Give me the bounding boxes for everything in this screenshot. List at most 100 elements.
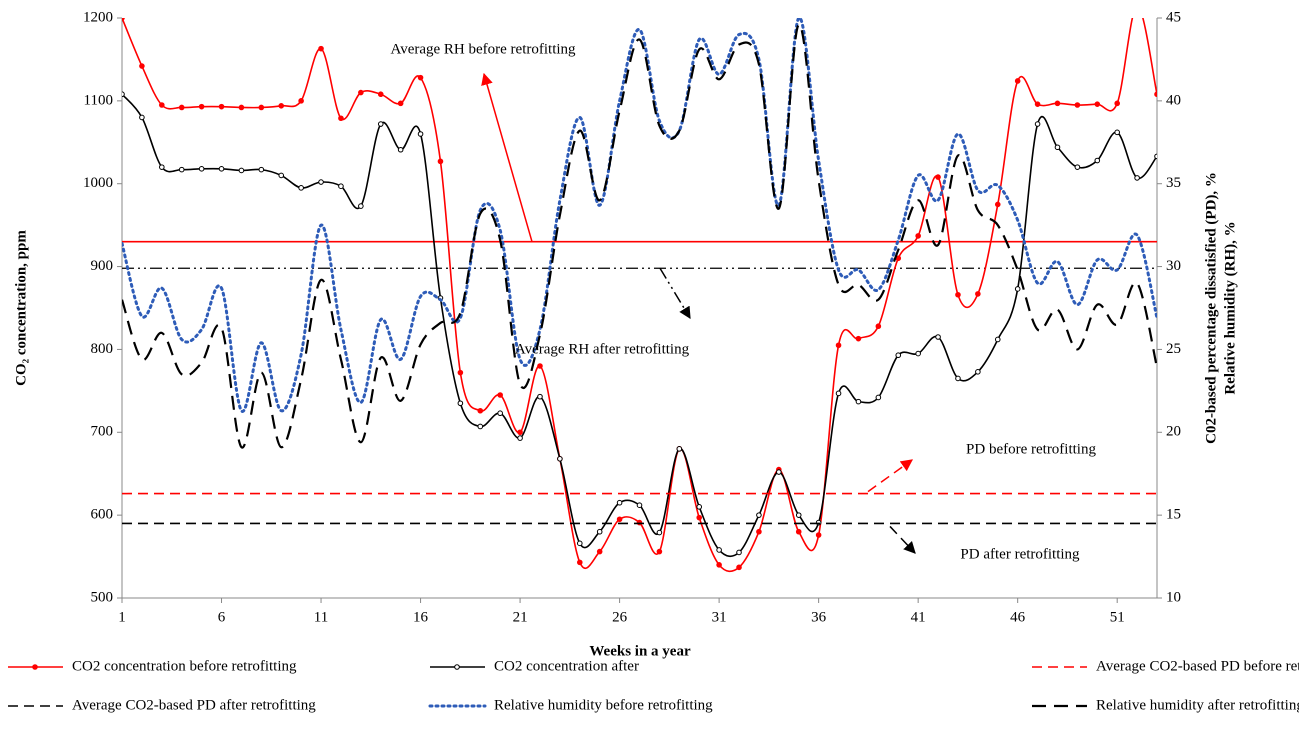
data-point: [875, 394, 882, 401]
y-tick-label: 1000: [83, 175, 113, 191]
data-point: [835, 342, 842, 349]
y-axis-title: CO₂ concentration, ppm: [13, 230, 29, 386]
data-point: [218, 103, 225, 110]
data-point: [298, 98, 304, 104]
y2-tick-label: 30: [1166, 258, 1181, 274]
x-tick-label: 31: [712, 609, 727, 625]
x-tick-label: 46: [1010, 609, 1026, 625]
y-tick-label: 900: [91, 258, 114, 274]
data-point: [178, 104, 185, 111]
data-point: [517, 429, 523, 436]
data-point: [1054, 100, 1061, 107]
data-point: [457, 400, 464, 407]
data-point: [935, 174, 941, 180]
y-tick-label: 600: [91, 507, 114, 523]
data-point: [855, 398, 862, 405]
data-point: [557, 456, 563, 462]
data-point: [122, 18, 125, 21]
data-point: [298, 185, 304, 191]
data-point: [736, 564, 742, 571]
data-point: [1094, 101, 1101, 107]
data-point: [397, 100, 404, 107]
data-point: [776, 469, 782, 475]
y2-tick-label: 25: [1166, 341, 1181, 357]
data-point: [696, 504, 703, 510]
data-point: [1154, 153, 1157, 160]
data-point: [338, 183, 344, 189]
x-tick-label: 21: [513, 609, 528, 625]
annotation: Average RH after retrofitting: [515, 341, 690, 357]
data-point: [915, 233, 921, 239]
x-tick-label: 26: [612, 609, 628, 625]
data-point: [795, 512, 802, 518]
legend-label: Average CO2-based PD before retrofitting: [1096, 658, 1299, 674]
data-point: [616, 516, 623, 523]
data-point: [955, 375, 961, 382]
x-tick-label: 51: [1110, 609, 1125, 625]
data-point: [258, 104, 265, 111]
annotation-arrow: [659, 267, 691, 320]
data-point: [437, 158, 444, 165]
data-point: [636, 502, 643, 509]
data-point: [656, 548, 663, 555]
data-point: [696, 514, 703, 521]
data-point: [198, 166, 205, 172]
data-point: [1114, 100, 1120, 107]
data-point: [159, 164, 165, 170]
data-point: [397, 146, 404, 153]
legend-label: Average CO2-based PD after retrofitting: [72, 697, 316, 713]
data-point: [497, 410, 503, 417]
data-point: [1054, 144, 1061, 151]
data-point: [975, 369, 981, 375]
data-point: [377, 121, 384, 127]
data-point: [855, 335, 862, 342]
data-point: [895, 352, 902, 359]
legend-label: Relative humidity before retrofitting: [494, 697, 713, 713]
legend-label: CO2 concentration before retrofitting: [72, 658, 297, 674]
data-point: [1014, 78, 1021, 84]
data-point: [198, 103, 205, 110]
data-point: [994, 336, 1001, 343]
data-point: [576, 559, 583, 566]
x-tick-label: 11: [314, 609, 328, 625]
legend-marker: [454, 664, 460, 670]
y2-tick-label: 10: [1166, 589, 1181, 605]
data-point: [517, 435, 523, 441]
data-point: [122, 91, 125, 98]
y2-tick-label: 15: [1166, 507, 1181, 523]
annotation: Average RH before retrofitting: [390, 41, 576, 57]
data-point: [417, 131, 424, 137]
data-point: [537, 363, 543, 369]
data-point: [238, 104, 245, 111]
y-tick-label: 500: [91, 589, 114, 605]
data-point: [676, 446, 683, 452]
data-point: [1034, 121, 1041, 127]
plot-area: [122, 18, 1157, 573]
data-point: [358, 89, 364, 96]
y2-tick-label: 20: [1166, 424, 1181, 440]
data-point: [1034, 101, 1041, 107]
data-point: [795, 528, 802, 535]
data-point: [318, 179, 324, 185]
data-point: [596, 528, 603, 535]
data-point: [537, 393, 543, 400]
data-point: [258, 166, 265, 173]
data-point: [139, 114, 145, 121]
data-point: [278, 103, 285, 109]
x-tick-label: 16: [413, 609, 429, 625]
data-point: [1014, 286, 1021, 292]
data-point: [377, 91, 384, 98]
data-point: [935, 334, 941, 340]
data-point: [835, 390, 842, 397]
data-point: [656, 529, 663, 536]
data-point: [756, 528, 762, 535]
data-point: [994, 201, 1001, 208]
series-line: [122, 18, 1157, 573]
y2-tick-label: 40: [1166, 92, 1181, 108]
series-line: [122, 18, 1157, 413]
data-point: [1074, 164, 1081, 170]
data-point: [338, 115, 344, 122]
y2-tick-label: 35: [1166, 175, 1181, 191]
